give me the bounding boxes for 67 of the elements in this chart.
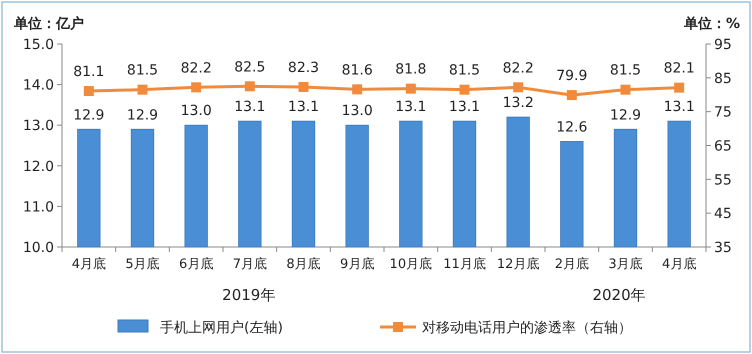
y-tick-label: 11.0: [22, 199, 54, 216]
data-label: 12.9: [610, 107, 642, 124]
point: [674, 82, 684, 93]
data-label: 81.6: [342, 62, 373, 78]
x-tick-label: 5月底: [125, 257, 160, 272]
data-label: 81.5: [448, 62, 480, 79]
y2-tick-label: 85: [714, 70, 732, 87]
x-tick-label: 4月底: [662, 257, 696, 272]
x-tick-label: 2月底: [554, 257, 589, 272]
y2-tick-label: 65: [714, 138, 732, 154]
data-label: 82.2: [180, 60, 212, 76]
data-label: 13.1: [395, 99, 426, 116]
data-label: 13.2: [502, 95, 534, 112]
y2-tick-label: 45: [714, 206, 732, 222]
data-label: 13.1: [288, 99, 320, 116]
x-tick-label: 4月底: [72, 257, 106, 272]
x-tick-label: 12月底: [496, 257, 540, 272]
y2-tick-label: 55: [714, 172, 732, 188]
point: [406, 84, 416, 94]
point: [460, 84, 470, 95]
text: 2019年: [222, 286, 276, 304]
data-label: 81.5: [610, 62, 642, 79]
point: [352, 84, 362, 94]
data-label: 82.1: [664, 60, 695, 77]
y-tick-label: 13.0: [22, 118, 54, 134]
data-label: 13.0: [342, 103, 373, 120]
legend-label: 对移动电话用户的渗透率（右轴）: [422, 320, 632, 336]
y-tick-label: 15.0: [22, 37, 54, 53]
data-label: 82.2: [502, 60, 534, 76]
x-tick-label: 7月底: [232, 257, 267, 272]
y-axis-title: 单位：亿户: [13, 15, 84, 32]
data-label: 82.5: [234, 59, 266, 76]
data-label: 13.0: [180, 103, 212, 120]
data-label: 81.5: [126, 62, 158, 79]
data-label: 79.9: [556, 68, 588, 84]
point: [298, 82, 308, 92]
legend-label: 手机上网用户(左轴): [160, 320, 283, 336]
y-tick-label: 10.0: [22, 240, 54, 256]
data-label: 13.1: [664, 99, 695, 116]
x-tick-label: 11月底: [443, 257, 486, 272]
data-label: 13.1: [448, 99, 480, 116]
x-tick-label: 9月底: [340, 257, 374, 272]
data-label: 82.3: [288, 60, 320, 76]
point: [138, 84, 148, 95]
x-tick-label: 8月底: [286, 257, 321, 272]
y2-tick-label: 35: [714, 240, 732, 256]
point: [620, 84, 630, 95]
y2-axis-title: 单位：%: [682, 16, 740, 32]
point: [244, 81, 255, 92]
data-label: 12.9: [73, 107, 104, 124]
y-tick-label: 14.0: [22, 78, 54, 94]
y2-tick-label: 75: [714, 104, 732, 121]
x-tick-label: 6月底: [179, 257, 214, 272]
point: [566, 90, 577, 100]
data-label: 12.9: [126, 107, 158, 124]
text: 2020年: [592, 286, 646, 304]
point: [513, 82, 524, 92]
x-tick-label: 3月底: [608, 257, 643, 272]
point: [191, 82, 202, 92]
data-label: 81.1: [73, 64, 104, 80]
data-label: 12.6: [556, 119, 588, 136]
data-label: 13.1: [234, 99, 266, 116]
data-label: 81.8: [395, 62, 426, 78]
point: [84, 86, 94, 96]
y2-tick-label: 95: [714, 37, 732, 53]
x-tick-label: 10月底: [390, 257, 432, 272]
y-tick-label: 12.0: [22, 158, 54, 175]
